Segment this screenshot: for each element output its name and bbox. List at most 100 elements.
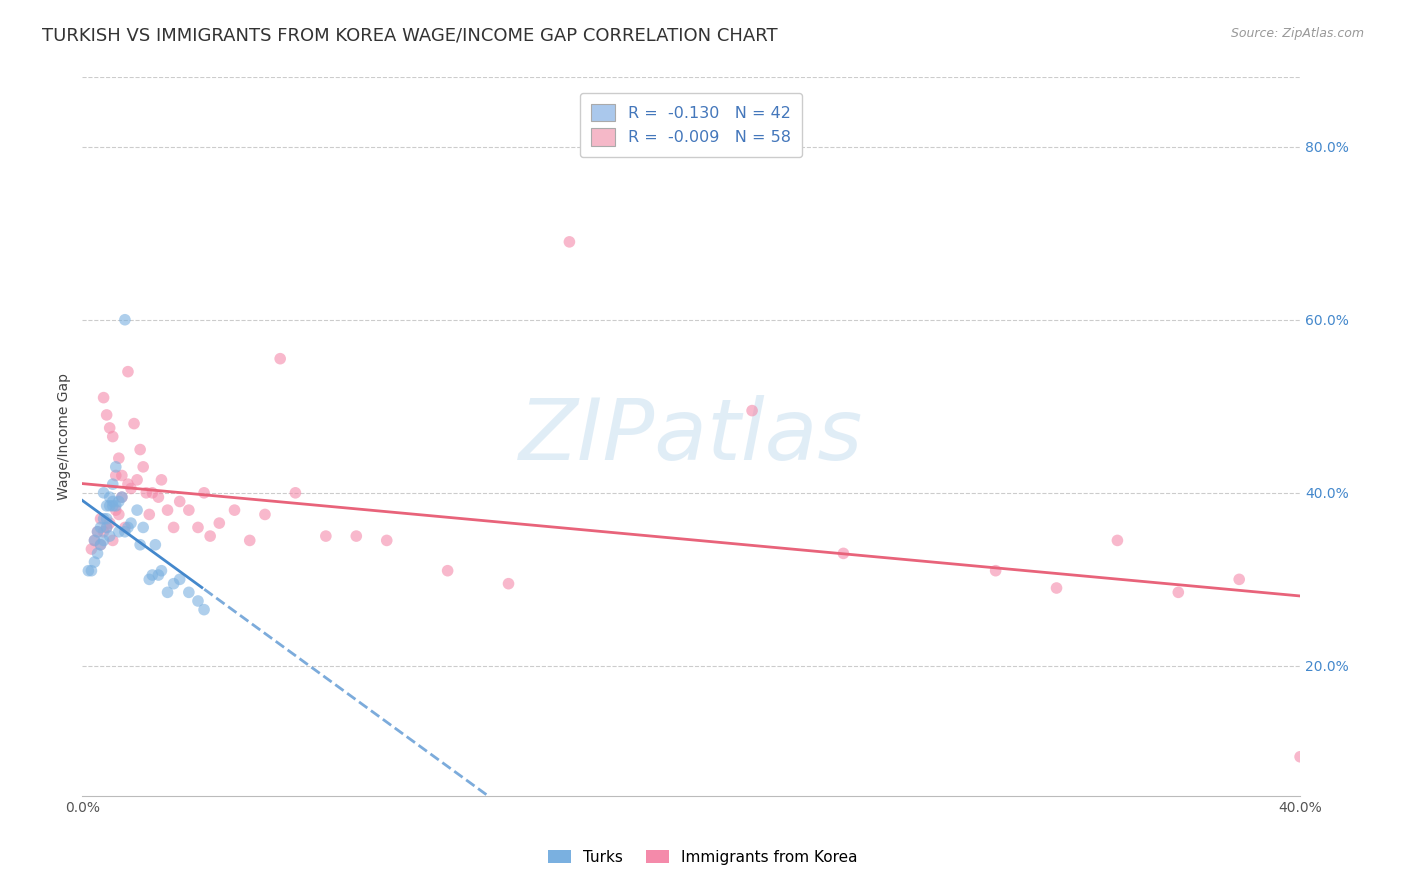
Point (1045, 581, 1067, 595)
Point (239, 533, 262, 548)
Point (108, 508, 131, 522)
Point (120, 516, 142, 530)
Point (253, 508, 276, 522)
Point (117, 477, 139, 491)
Point (114, 524, 136, 539)
Point (1107, 533, 1129, 548)
Point (150, 473, 173, 487)
Text: TURKISH VS IMMIGRANTS FROM KOREA WAGE/INCOME GAP CORRELATION CHART: TURKISH VS IMMIGRANTS FROM KOREA WAGE/IN… (42, 27, 778, 45)
Point (86, 524, 108, 539)
Point (375, 533, 398, 548)
Point (108, 524, 131, 539)
Point (436, 564, 458, 578)
Point (101, 533, 124, 548)
Point (93, 485, 115, 500)
Text: Source: ZipAtlas.com: Source: ZipAtlas.com (1230, 27, 1364, 40)
Point (1227, 573, 1250, 587)
Point (187, 594, 209, 608)
Point (315, 529, 337, 543)
Point (96, 520, 118, 534)
Text: ZIPatlas: ZIPatlas (519, 395, 863, 478)
Point (127, 503, 149, 517)
Point (98, 421, 121, 435)
Point (138, 508, 160, 522)
Point (122, 417, 145, 431)
Point (80, 542, 103, 557)
Point (86, 546, 108, 560)
Point (96, 499, 118, 513)
Point (80, 564, 103, 578)
Point (269, 351, 291, 366)
Point (117, 520, 139, 534)
Point (143, 538, 166, 552)
Point (104, 468, 127, 483)
Point (101, 494, 124, 508)
Point (148, 568, 170, 582)
Point (111, 490, 134, 504)
Point (120, 482, 142, 496)
Y-axis label: Wage/Income Gap: Wage/Income Gap (58, 373, 72, 500)
Point (104, 503, 127, 517)
Point (96, 512, 118, 526)
Point (108, 494, 131, 508)
Point (98, 516, 121, 530)
Point (83, 533, 105, 548)
Point (98, 499, 121, 513)
Point (187, 520, 209, 534)
Point (741, 403, 763, 417)
Point (198, 529, 221, 543)
Point (93, 391, 115, 405)
Point (101, 477, 124, 491)
Point (101, 499, 124, 513)
Point (344, 529, 367, 543)
Point (117, 365, 139, 379)
Point (114, 520, 136, 534)
Point (177, 585, 200, 599)
Point (111, 490, 134, 504)
Point (984, 564, 1007, 578)
Point (162, 576, 184, 591)
Point (96, 408, 118, 422)
Point (101, 429, 124, 443)
Point (77, 564, 100, 578)
Legend: R =  -0.130   N = 42, R =  -0.009   N = 58: R = -0.130 N = 42, R = -0.009 N = 58 (581, 93, 803, 157)
Point (93, 533, 115, 548)
Point (111, 468, 134, 483)
Point (104, 459, 127, 474)
Legend: Turks, Immigrants from Korea: Turks, Immigrants from Korea (543, 844, 863, 871)
Point (83, 555, 105, 569)
Point (832, 546, 855, 560)
Point (132, 520, 155, 534)
Point (138, 573, 160, 587)
Point (93, 524, 115, 539)
Point (90, 520, 112, 534)
Point (558, 235, 581, 249)
Point (90, 538, 112, 552)
Point (129, 538, 152, 552)
Point (132, 459, 155, 474)
Point (86, 524, 108, 539)
Point (93, 512, 115, 526)
Point (129, 442, 152, 457)
Point (96, 520, 118, 534)
Point (1289, 749, 1312, 764)
Point (498, 576, 520, 591)
Point (114, 312, 136, 326)
Point (98, 529, 121, 543)
Point (162, 520, 184, 534)
Point (148, 490, 170, 504)
Point (108, 451, 131, 466)
Point (156, 585, 179, 599)
Point (104, 499, 127, 513)
Point (141, 568, 163, 582)
Point (208, 516, 231, 530)
Point (90, 538, 112, 552)
Point (98, 490, 121, 504)
Point (284, 485, 307, 500)
Point (1167, 585, 1189, 599)
Point (150, 564, 173, 578)
Point (193, 485, 215, 500)
Point (90, 512, 112, 526)
Point (156, 503, 179, 517)
Point (127, 473, 149, 487)
